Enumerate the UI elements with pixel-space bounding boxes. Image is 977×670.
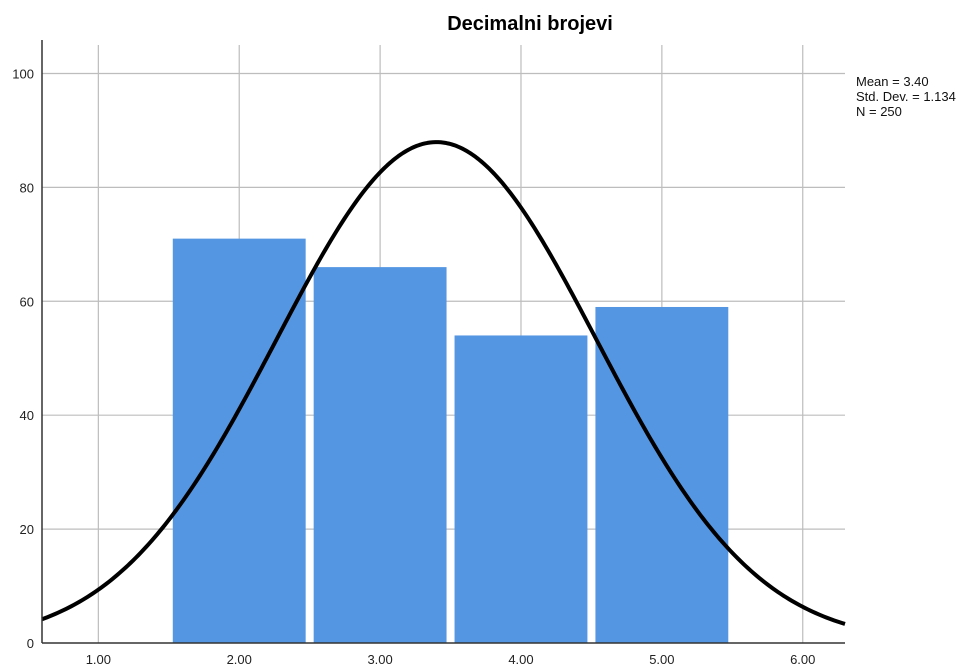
stats-n: N = 250 [856, 104, 902, 119]
x-tick-label: 2.00 [227, 652, 252, 667]
x-tick-label: 3.00 [367, 652, 392, 667]
y-axis-tick-labels: 0 20 40 60 80 100 [12, 66, 34, 651]
stats-std-dev: Std. Dev. = 1.134 [856, 89, 956, 104]
histogram-bar-2 [313, 267, 447, 643]
histogram-bars [172, 238, 729, 643]
histogram-bar-1 [172, 238, 306, 643]
y-tick-label: 60 [20, 294, 34, 309]
x-axis-tick-labels: 1.00 2.00 3.00 4.00 5.00 6.00 [86, 652, 816, 667]
y-tick-label: 80 [20, 180, 34, 195]
stats-box: Mean = 3.40 Std. Dev. = 1.134 N = 250 [856, 74, 956, 119]
y-tick-label: 0 [27, 636, 34, 651]
histogram-bar-3 [454, 335, 588, 643]
x-tick-label: 5.00 [649, 652, 674, 667]
x-tick-label: 6.00 [790, 652, 815, 667]
axes [41, 40, 845, 644]
x-tick-label: 4.00 [508, 652, 533, 667]
y-tick-label: 100 [12, 66, 34, 81]
stats-mean: Mean = 3.40 [856, 74, 929, 89]
chart-title: Decimalni brojevi [447, 13, 613, 35]
y-tick-label: 20 [20, 522, 34, 537]
x-tick-label: 1.00 [86, 652, 111, 667]
y-tick-label: 40 [20, 408, 34, 423]
histogram-bar-4 [595, 306, 729, 643]
normal-curve [41, 140, 846, 626]
